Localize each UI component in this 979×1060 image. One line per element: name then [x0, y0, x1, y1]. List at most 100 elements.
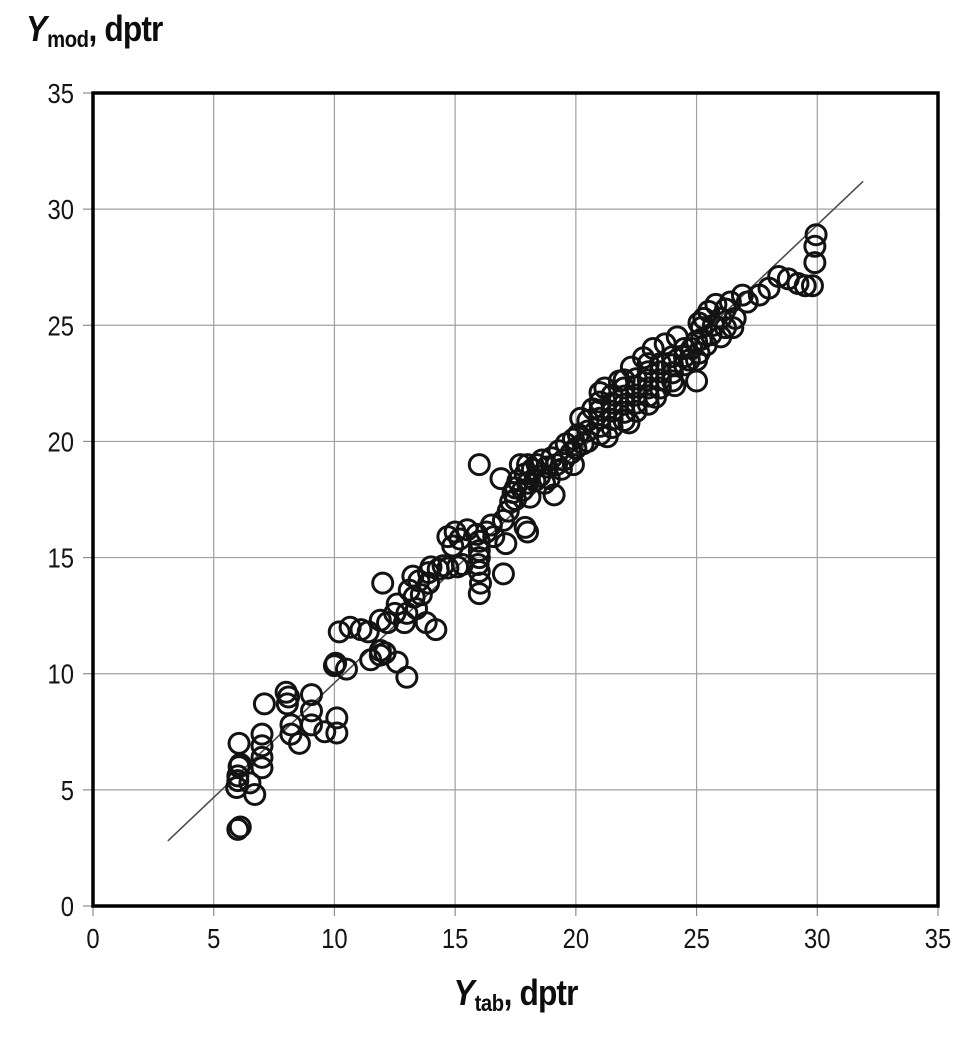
data-point — [641, 337, 665, 361]
x-tick-label-30: 30 — [804, 922, 830, 954]
data-point — [368, 638, 392, 662]
data-point — [685, 369, 709, 393]
data-point — [313, 720, 337, 744]
y-tick-label-35: 35 — [48, 77, 74, 109]
x-axis-subscript: tab — [474, 990, 504, 1016]
x-axis-symbol: Y — [453, 972, 474, 1013]
x-tick-label-group-30: 30 — [804, 922, 830, 954]
data-point — [767, 265, 791, 289]
data-point — [250, 722, 274, 746]
data-point — [636, 352, 660, 376]
data-point — [653, 332, 677, 356]
plot-border — [91, 91, 940, 908]
data-point — [238, 771, 262, 795]
data-point — [561, 453, 585, 477]
data-point — [467, 560, 491, 584]
data-point — [593, 376, 617, 400]
data-point — [581, 397, 605, 421]
data-point — [491, 562, 515, 586]
data-point — [804, 223, 828, 247]
data-point — [468, 571, 492, 595]
data-point — [226, 764, 250, 788]
y-tick-label-0: 0 — [61, 890, 74, 922]
data-point — [226, 817, 250, 841]
data-point — [356, 620, 380, 644]
data-point — [324, 651, 348, 675]
data-point — [250, 756, 274, 780]
data-point — [697, 299, 721, 323]
data-point — [793, 274, 817, 298]
x-tick-label-group-25: 25 — [683, 922, 709, 954]
data-point — [494, 532, 518, 556]
x-tick-label-20: 20 — [563, 922, 589, 954]
data-point — [277, 685, 301, 709]
data-point — [636, 392, 660, 416]
data-point — [243, 783, 267, 807]
data-point — [549, 457, 573, 481]
y-axis-title: Ymod, dptr — [26, 8, 164, 53]
y-tick-label-group-0: 0 — [61, 890, 74, 922]
data-point — [723, 306, 747, 330]
data-point — [660, 361, 684, 385]
y-tick-label-15: 15 — [48, 542, 74, 574]
data-point — [335, 657, 358, 681]
x-tick-label-group-20: 20 — [563, 922, 589, 954]
data-point — [513, 515, 537, 539]
data-point — [644, 385, 668, 409]
data-point — [467, 582, 491, 606]
x-tick-label-group-10: 10 — [321, 922, 347, 954]
y-tick-label-group-30: 30 — [48, 193, 74, 225]
data-point — [287, 731, 311, 755]
data-point — [299, 713, 323, 737]
data-point — [479, 513, 503, 537]
data-point — [409, 583, 433, 607]
y-tick-label-group-20: 20 — [48, 426, 74, 458]
x-tick-label-5: 5 — [207, 922, 220, 954]
data-point — [299, 699, 323, 723]
data-point — [436, 556, 460, 580]
y-axis-subscript: mod — [47, 26, 89, 52]
y-tick-label-group-15: 15 — [48, 542, 74, 574]
x-tick-label-0: 0 — [86, 922, 99, 954]
data-point — [227, 731, 251, 755]
x-tick-label-35: 35 — [925, 922, 951, 954]
data-point — [482, 525, 506, 549]
y-tick-label-30: 30 — [48, 193, 74, 225]
data-point — [250, 745, 274, 769]
data-point — [392, 611, 416, 635]
y-tick-label-group-10: 10 — [48, 658, 74, 690]
y-tick-label-20: 20 — [48, 426, 74, 458]
data-point — [228, 815, 252, 839]
y-tick-label-group-5: 5 — [61, 774, 74, 806]
data-point — [325, 721, 349, 745]
data-point — [617, 411, 641, 435]
data-point — [395, 665, 419, 689]
y-axis-suffix: , dptr — [88, 8, 164, 49]
data-point — [252, 692, 276, 716]
data-point — [325, 706, 349, 730]
data-point — [327, 620, 351, 644]
data-point — [424, 618, 448, 642]
data-point — [250, 734, 274, 758]
x-axis-title: Ytab, dptr — [144, 972, 888, 1017]
x-tick-label-group-15: 15 — [442, 922, 468, 954]
y-tick-label-25: 25 — [48, 309, 74, 341]
y-tick-label-10: 10 — [48, 658, 74, 690]
x-tick-label-15: 15 — [442, 922, 468, 954]
x-tick-label-25: 25 — [683, 922, 709, 954]
x-axis-suffix: , dptr — [503, 972, 579, 1013]
data-point — [800, 274, 824, 298]
data-point — [467, 453, 491, 477]
y-tick-label-group-35: 35 — [48, 77, 74, 109]
x-tick-label-group-35: 35 — [925, 922, 951, 954]
y-tick-label-5: 5 — [61, 774, 74, 806]
data-point — [607, 369, 631, 393]
data-point — [803, 234, 827, 258]
x-tick-label-group-5: 5 — [207, 922, 220, 954]
data-point — [371, 571, 395, 595]
x-tick-label-group-0: 0 — [86, 922, 99, 954]
y-tick-label-group-25: 25 — [48, 309, 74, 341]
y-axis-symbol: Y — [26, 8, 47, 49]
